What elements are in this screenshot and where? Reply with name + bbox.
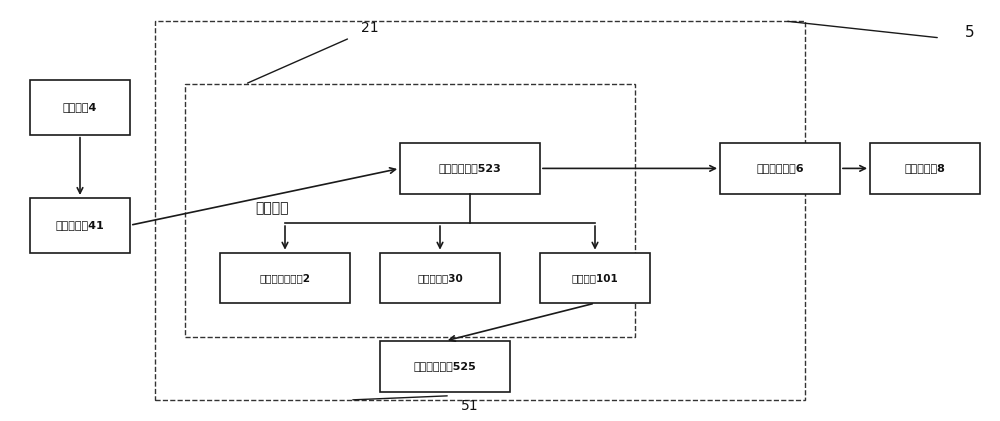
Text: 存储单元101: 存储单元101	[572, 273, 618, 283]
Text: 5: 5	[965, 25, 975, 40]
FancyBboxPatch shape	[540, 253, 650, 303]
Text: 位置传感器41: 位置传感器41	[56, 220, 104, 230]
FancyBboxPatch shape	[30, 80, 130, 135]
Text: 中央处理单元523: 中央处理单元523	[439, 163, 501, 173]
Text: 51: 51	[461, 399, 479, 413]
FancyBboxPatch shape	[220, 253, 350, 303]
FancyBboxPatch shape	[30, 198, 130, 253]
Text: 人机交互单元525: 人机交互单元525	[414, 361, 476, 371]
FancyBboxPatch shape	[380, 341, 510, 392]
Text: 21: 21	[361, 21, 379, 35]
FancyBboxPatch shape	[380, 253, 500, 303]
Text: 车速传感器30: 车速传感器30	[417, 273, 463, 283]
Text: 位置信号: 位置信号	[255, 201, 288, 215]
FancyBboxPatch shape	[720, 143, 840, 194]
FancyBboxPatch shape	[400, 143, 540, 194]
Text: 限速值获取模块2: 限速值获取模块2	[260, 273, 311, 283]
Text: 车辆动力源8: 车辆动力源8	[905, 163, 945, 173]
Text: 电子控制单元6: 电子控制单元6	[756, 163, 804, 173]
FancyBboxPatch shape	[870, 143, 980, 194]
Text: 电子油门4: 电子油门4	[63, 102, 97, 112]
